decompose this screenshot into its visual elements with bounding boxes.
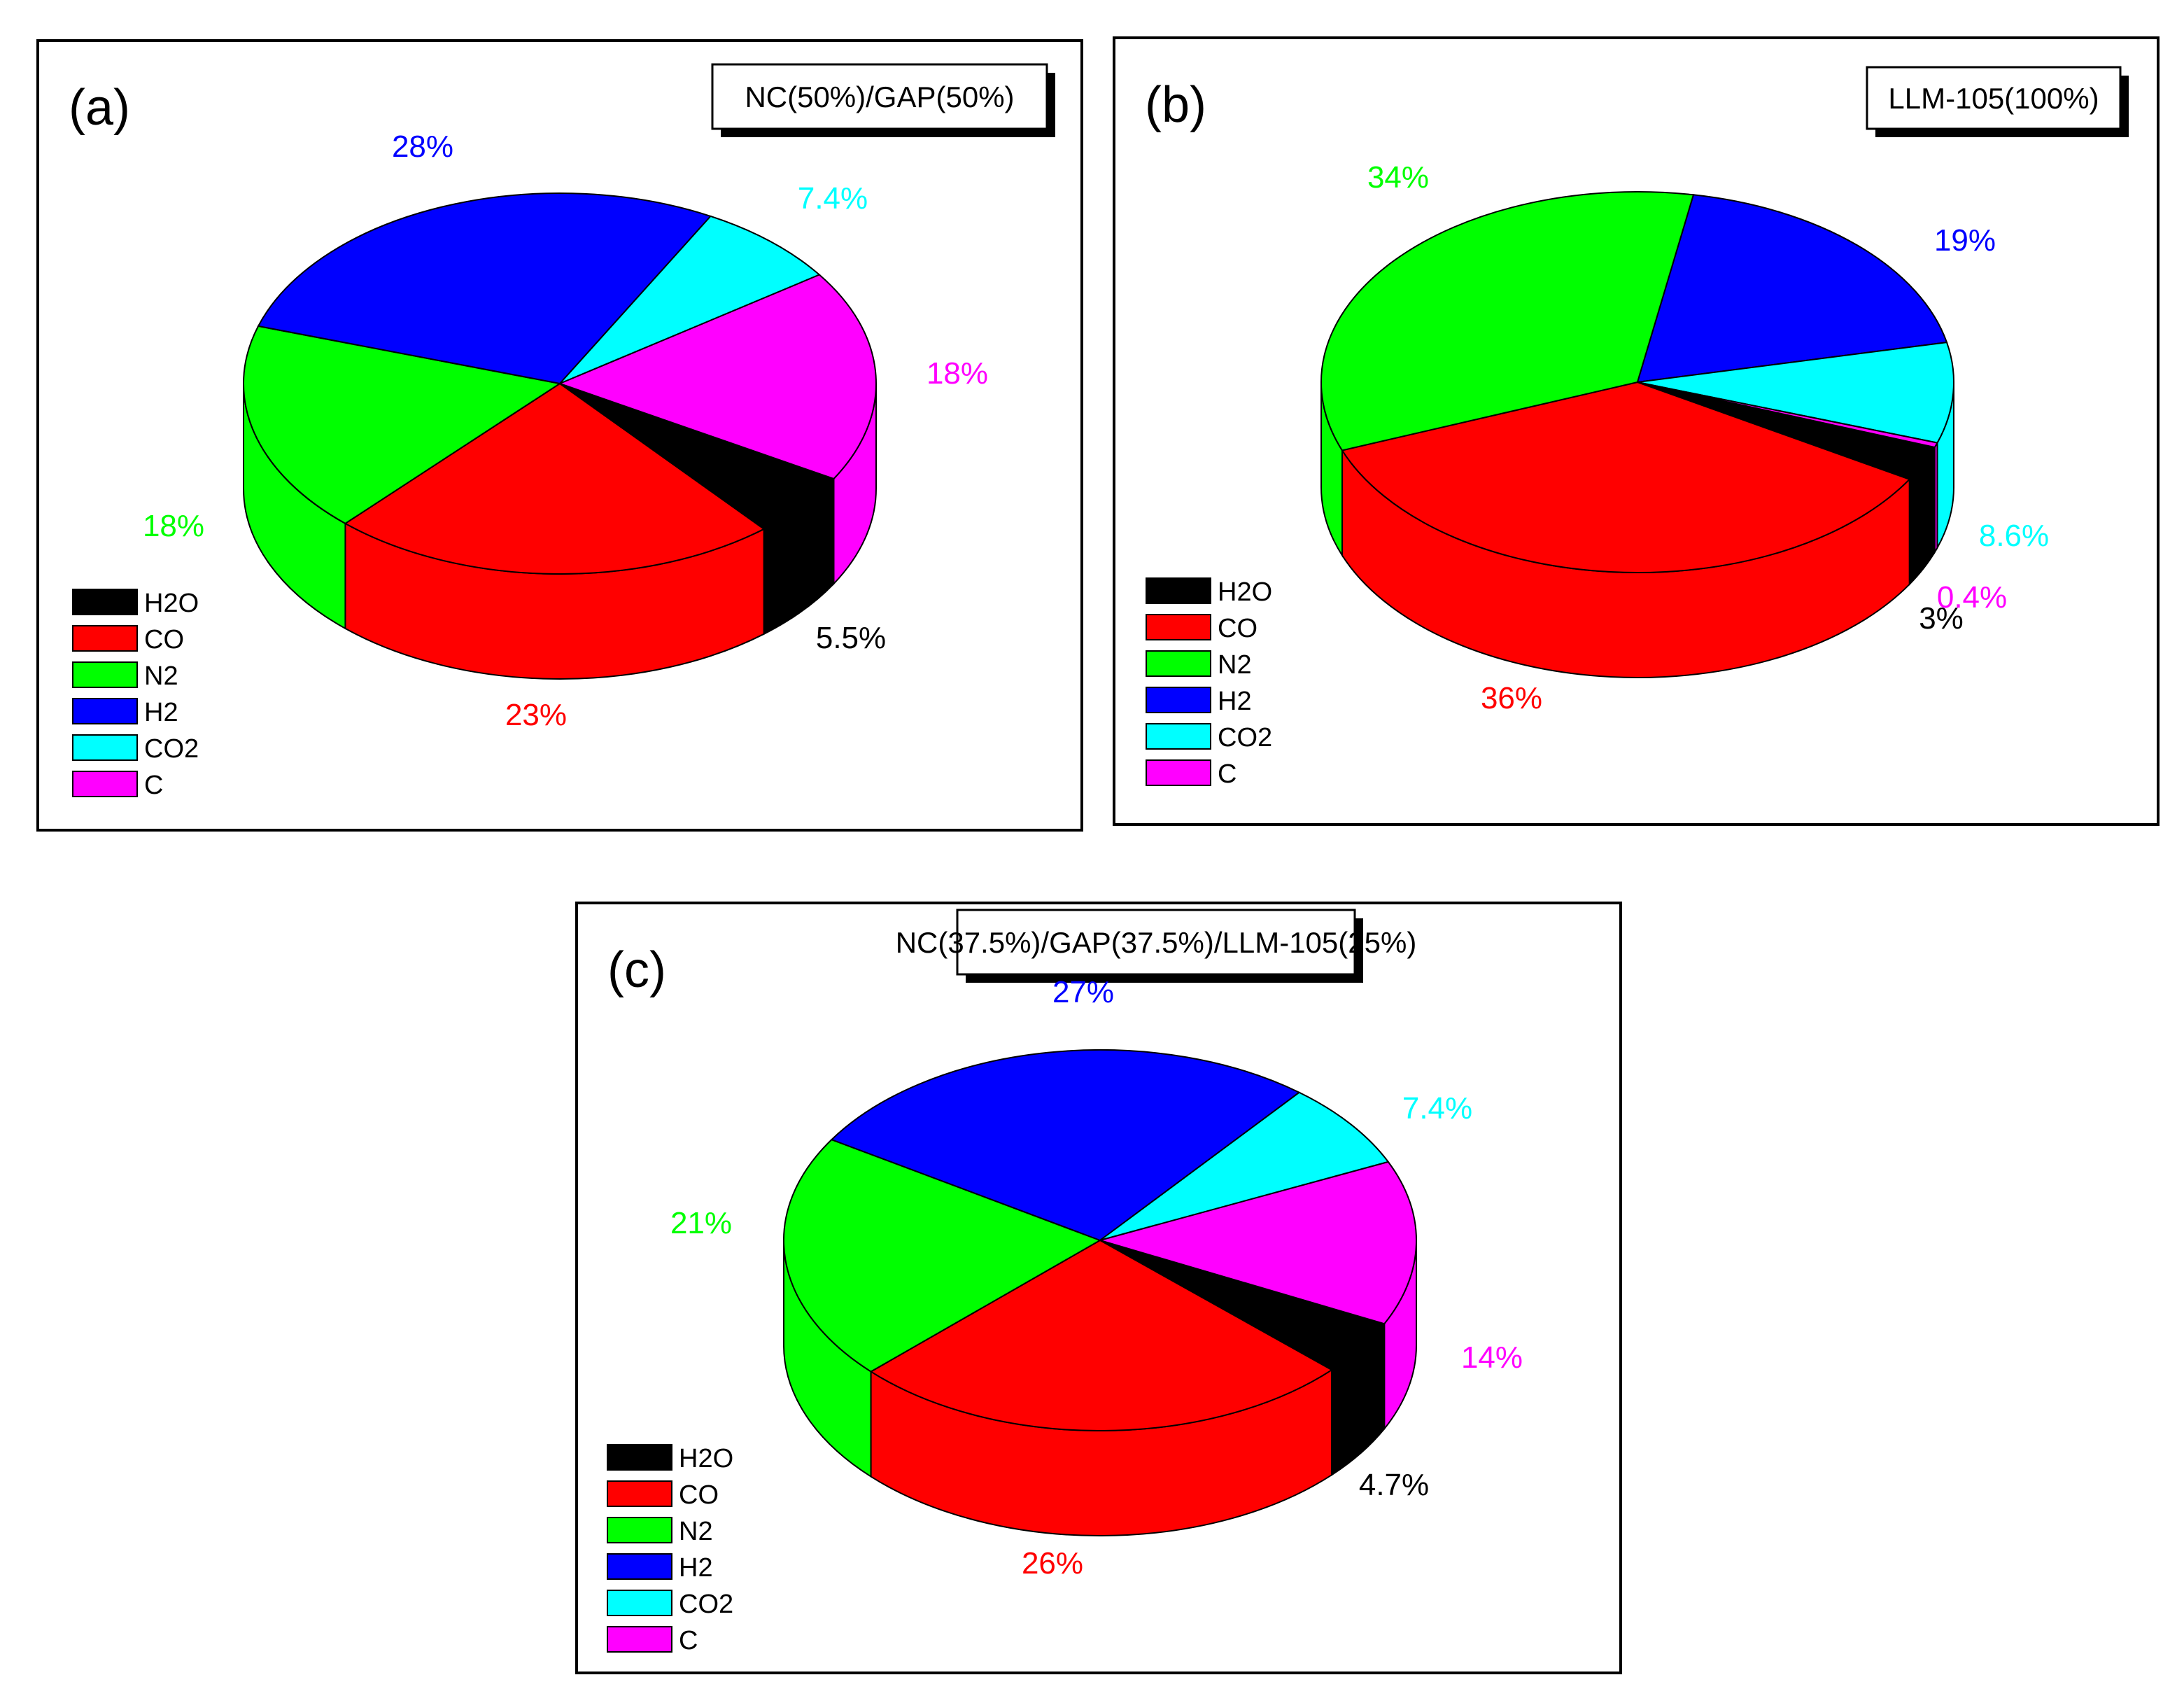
legend-label-co2: CO2 <box>1218 723 1272 752</box>
legend: H2O CO N2 H2 CO2 C <box>72 589 199 800</box>
value-label-c: 0.4% <box>1937 580 2007 615</box>
pie-slice-co2 <box>1099 1091 1390 1241</box>
legend: H2O CO N2 H2 CO2 C <box>1146 577 1272 789</box>
value-label-n2: 18% <box>143 509 204 543</box>
pie-slice-co <box>344 382 766 575</box>
legend: H2O CO N2 H2 CO2 C <box>607 1444 733 1655</box>
legend-label-h2o: H2O <box>1218 577 1272 607</box>
pie-slice-h2 <box>1636 194 1948 384</box>
pie-slice-n2 <box>783 1138 1102 1373</box>
legend-swatch-n2 <box>1146 650 1211 677</box>
chart-title: LLM-105(100%) <box>1888 82 2099 115</box>
value-label-co2: 7.4% <box>798 181 868 216</box>
legend-swatch-h2 <box>72 698 138 724</box>
pie <box>783 1049 1417 1536</box>
legend-swatch-h2o <box>72 589 138 615</box>
legend-label-h2o: H2O <box>679 1444 733 1473</box>
legend-label-c: C <box>679 1626 698 1655</box>
pie-slice-c <box>1637 381 1939 449</box>
pie-slice-co <box>1341 381 1911 573</box>
pie-slice-c <box>558 274 877 480</box>
pie-slice-h2o <box>559 383 836 530</box>
legend-swatch-c <box>607 1626 672 1653</box>
value-label-n2: 34% <box>1367 160 1429 195</box>
chart-title: NC(50%)/GAP(50%) <box>745 80 1014 113</box>
value-label-c: 14% <box>1461 1340 1523 1375</box>
legend-swatch-n2 <box>72 661 138 688</box>
legend-label-c: C <box>1218 759 1237 789</box>
panel-1: (a) NC(50%)/GAP(50%) 5.5% 23% 18% 28% 7.4% 18% H… <box>36 39 1083 832</box>
legend-label-co: CO <box>144 625 184 654</box>
panel-label: (c) <box>607 942 666 998</box>
legend-swatch-h2 <box>607 1553 672 1580</box>
legend-label-h2: H2 <box>679 1553 713 1583</box>
legend-swatch-h2o <box>1146 577 1211 604</box>
panel-2: (b) LLM-105(100%) 3% 36% 34% 19% 8.6% 0.4% H2O CO… <box>1113 36 2160 826</box>
chart-title: NC(37.5%)/GAP(37.5%)/LLM-105(25%) <box>896 926 1417 959</box>
title-box <box>956 909 1356 976</box>
pie-slice-n2 <box>1320 191 1695 451</box>
legend-label-n2: N2 <box>1218 650 1252 680</box>
legend-label-h2: H2 <box>1218 687 1252 716</box>
value-label-co2: 8.6% <box>1979 519 2049 553</box>
value-label-n2: 21% <box>670 1206 732 1240</box>
value-label-h2: 27% <box>1052 975 1114 1009</box>
value-label-co: 36% <box>1481 681 1542 715</box>
legend-swatch-c <box>72 771 138 797</box>
legend-swatch-co2 <box>607 1590 672 1616</box>
legend-swatch-h2o <box>607 1444 672 1471</box>
legend-label-n2: N2 <box>144 661 178 691</box>
legend-label-co2: CO2 <box>679 1590 733 1619</box>
pie <box>1320 191 1954 678</box>
pie-slice-n2 <box>243 325 562 525</box>
pie <box>243 192 877 680</box>
legend-label-h2: H2 <box>144 698 178 727</box>
value-label-h2o: 3% <box>1919 601 1964 636</box>
legend-swatch-c <box>1146 759 1211 786</box>
pie-slice-h2 <box>257 192 712 385</box>
value-label-co2: 7.4% <box>1402 1091 1472 1126</box>
legend-label-co2: CO2 <box>144 734 199 764</box>
value-label-h2o: 4.7% <box>1359 1468 1429 1502</box>
value-label-h2: 28% <box>392 129 453 164</box>
pie-slice-co2 <box>559 215 821 384</box>
legend-swatch-co <box>607 1480 672 1507</box>
legend-label-co: CO <box>1218 614 1257 643</box>
legend-swatch-co <box>1146 614 1211 640</box>
pie-slice-co <box>869 1239 1334 1431</box>
pie-slice-c <box>1097 1161 1417 1325</box>
legend-label-n2: N2 <box>679 1517 713 1546</box>
panel-label: (b) <box>1145 77 1206 133</box>
value-label-co: 26% <box>1022 1546 1083 1581</box>
legend-swatch-n2 <box>607 1517 672 1543</box>
legend-label-h2o: H2O <box>144 589 199 618</box>
legend-swatch-h2 <box>1146 687 1211 713</box>
title-box <box>711 63 1048 130</box>
value-label-c: 18% <box>927 356 988 391</box>
legend-label-c: C <box>144 771 163 800</box>
title-box <box>1866 66 2122 130</box>
legend-swatch-co2 <box>72 734 138 761</box>
value-label-co: 23% <box>505 698 567 732</box>
pie-slice-co2 <box>1637 341 1954 444</box>
legend-label-co: CO <box>679 1480 719 1510</box>
pie-slice-h2 <box>830 1049 1301 1242</box>
legend-swatch-co2 <box>1146 723 1211 750</box>
value-label-h2: 19% <box>1934 223 1996 258</box>
value-label-h2o: 5.5% <box>816 621 886 655</box>
legend-swatch-co <box>72 625 138 652</box>
panel-3: (c) NC(37.5%)/GAP(37.5%)/LLM-105(25%) 4.7%… <box>575 902 1622 1674</box>
panel-label: (a) <box>69 80 130 136</box>
